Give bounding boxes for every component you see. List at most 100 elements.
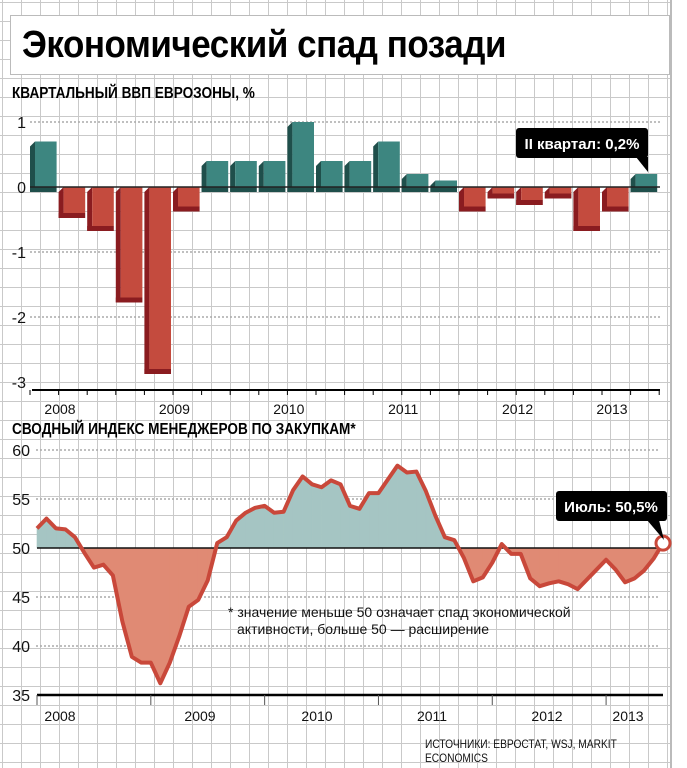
area-segment (548, 547, 559, 584)
bar-bottom (573, 226, 600, 231)
bar-side (144, 187, 150, 374)
y-tick-label: 35 (12, 688, 30, 705)
bar-bottom (173, 206, 200, 212)
bar-bottom (401, 187, 429, 192)
bar (492, 187, 515, 194)
y-tick-label: 50 (12, 541, 30, 558)
annotation-label: II квартал: 0,2% (525, 136, 640, 153)
bar-bottom (459, 206, 486, 212)
pmi-chart-title: СВОДНЫЙ ИНДЕКС МЕНЕДЖЕРОВ ПО ЗАКУПКАМ* (12, 421, 356, 438)
area-segment (330, 479, 341, 549)
bar-bottom (230, 187, 257, 192)
bar (178, 187, 200, 207)
area-segment (368, 492, 379, 549)
bar-bottom (30, 187, 57, 192)
annotation-pointer (647, 520, 664, 540)
bar (635, 174, 658, 187)
bar-bottom (258, 187, 286, 192)
y-tick-label: 55 (12, 492, 30, 509)
page-title: Экономический спад позади (22, 24, 507, 66)
annotation-pointer (636, 157, 648, 172)
bar-bottom (487, 193, 515, 199)
bar (235, 161, 257, 187)
bar-bottom (602, 206, 629, 212)
bar (378, 141, 400, 187)
bar-side (58, 187, 64, 218)
bar (349, 161, 372, 187)
x-year-label: 2013 (596, 401, 627, 417)
source-note: ИСТОЧНИКИ: ЕВРОСТАТ, WSJ, MARKIT ECONOMI… (425, 737, 617, 765)
annotation-box (516, 128, 648, 158)
area-segment (397, 465, 408, 549)
area-segment (188, 547, 199, 608)
area-segment (349, 505, 360, 549)
area-segment (406, 471, 417, 549)
bar-bottom (373, 187, 400, 192)
area-segment (254, 505, 265, 549)
bar-bottom (516, 200, 543, 205)
x-year-label: 2013 (612, 708, 643, 724)
x-year-label: 2011 (388, 401, 418, 417)
bar-side (573, 187, 579, 231)
bar (406, 174, 429, 187)
x-year-label: 2009 (184, 708, 215, 724)
bar (607, 187, 629, 207)
x-year-label: 2012 (502, 401, 533, 417)
bar-side (30, 141, 35, 192)
area-segment (141, 547, 152, 663)
bar-side (602, 187, 607, 212)
bar-side (115, 187, 121, 303)
y-tick-label: -1 (12, 245, 26, 262)
y-tick-label: 0 (17, 180, 26, 197)
bar-side (201, 161, 207, 192)
x-year-label: 2011 (417, 708, 447, 724)
gdp-chart-title: КВАРТАЛЬНЫЙ ВВП ЕВРОЗОНЫ, % (12, 85, 255, 102)
annotation-box (556, 491, 667, 521)
bar-side (230, 161, 236, 192)
annotation-label: Июль: 50,5% (564, 499, 658, 516)
bar (92, 187, 114, 226)
bar (63, 187, 86, 213)
bar-side (373, 141, 379, 192)
x-year-label: 2009 (159, 401, 190, 417)
bar (292, 122, 314, 187)
y-tick-label: -3 (12, 375, 26, 392)
area-segment (558, 547, 569, 585)
footnote-line-1: * значение меньше 50 означает спад эконо… (228, 604, 571, 620)
y-tick-label: 60 (12, 443, 30, 460)
bar (149, 187, 171, 369)
bar-side (258, 161, 264, 192)
title-box (10, 15, 670, 75)
bar-side (344, 161, 350, 192)
bar-bottom (630, 187, 658, 192)
bar-bottom (287, 187, 314, 192)
area-segment (539, 547, 550, 587)
bar-bottom (87, 226, 114, 231)
bar-bottom (316, 187, 343, 192)
bar-bottom (544, 193, 572, 199)
area-segment (302, 475, 313, 549)
bar-side (287, 122, 293, 192)
bar (35, 141, 57, 187)
bar (263, 161, 286, 187)
bar-side (173, 187, 178, 212)
bar-bottom (58, 213, 86, 218)
bar (521, 187, 543, 200)
x-year-label: 2008 (44, 401, 75, 417)
x-year-label: 2010 (273, 401, 304, 417)
bar (549, 187, 572, 194)
area-segment (321, 479, 332, 549)
bar (464, 187, 486, 207)
area-segment (311, 483, 322, 549)
bar (206, 161, 229, 187)
bar-bottom (430, 187, 457, 192)
bar-bottom (144, 369, 171, 374)
area-segment (273, 511, 284, 549)
bar-bottom (201, 187, 229, 192)
bar (435, 180, 457, 187)
bar-bottom (115, 297, 143, 303)
page-edge (670, 0, 687, 768)
x-year-label: 2008 (44, 708, 75, 724)
footnote-line-2: активности, больше 50 — расширение (237, 621, 489, 637)
bar-bottom (344, 187, 372, 192)
